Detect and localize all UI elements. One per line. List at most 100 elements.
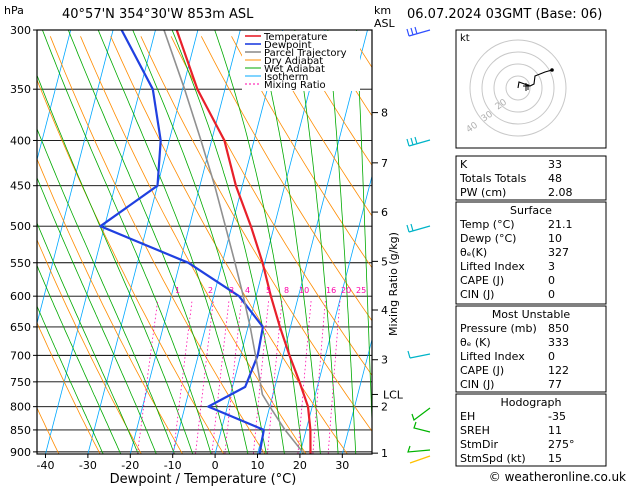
wet-adiabat-line [37, 176, 157, 454]
x-axis-title: Dewpoint / Temperature (°C) [110, 472, 297, 486]
temperature-tick-label: 20 [293, 459, 307, 472]
surface-box [455, 201, 607, 305]
most-unstable-label: θₑ (K) [460, 336, 491, 349]
surface-value: 3 [548, 260, 555, 273]
temperature-tick-label: 0 [212, 459, 219, 472]
dry-adiabat-line [140, 36, 372, 432]
wet-adiabat-line [37, 221, 139, 454]
mixing-ratio-label: 8 [284, 286, 289, 295]
pressure-tick-label: 550 [10, 257, 31, 270]
wind-barb-300 [406, 26, 431, 37]
pressure-tick-label: 750 [10, 376, 31, 389]
mixing-ratio-line [211, 299, 230, 454]
background-lines [37, 30, 372, 454]
hodograph-table-label: EH [460, 410, 475, 423]
km-tick-label: 7 [381, 157, 388, 170]
surface-value: 21.1 [548, 218, 573, 231]
profiles [99, 30, 312, 454]
temperature-tick-label: -20 [121, 459, 139, 472]
hodograph-unit-label: kt [460, 33, 470, 44]
wet-adiabat-line [356, 30, 372, 433]
mixing-ratio-line [327, 299, 341, 454]
mixing-ratio-line [267, 299, 283, 454]
mixing-ratio-labels: 1 2 3 4 5 8 10 16 20 25 [175, 286, 366, 295]
hodograph-table-label: StmSpd (kt) [460, 452, 526, 465]
surface-table: Surface Temp (°C) 21.1 Dewp (°C) 10 θₑ(K… [455, 201, 607, 305]
temperature-tick-label: -40 [36, 459, 54, 472]
isotherm-line [87, 30, 199, 454]
wet-adiabat-line [214, 30, 303, 454]
mixing-ratio-line [297, 299, 312, 454]
km-tick-label: 4 [381, 304, 388, 317]
pressure-tick-label: 800 [10, 401, 31, 414]
temperature-tick-label: -10 [164, 459, 182, 472]
index-value: 2.08 [548, 186, 573, 199]
footer-credit: © weatheronline.co.uk [489, 470, 626, 484]
hodograph-table-value: 275° [548, 438, 575, 451]
asl-unit-label: ASL [374, 17, 396, 30]
legend-label-isotherm: Isotherm [264, 72, 308, 83]
wind-barb-900 [407, 445, 431, 464]
pressure-tick-label: 500 [10, 220, 31, 233]
most-unstable-box [455, 305, 607, 393]
hodograph-table-box [455, 393, 607, 467]
legend-label-wet-adiabat: Wet Adiabat [264, 64, 325, 75]
surface-label: Lifted Index [460, 260, 525, 273]
hodograph-frame [455, 29, 607, 149]
legend-label-parcel: Parcel Trajectory [264, 48, 347, 59]
isotherm-line [45, 30, 156, 454]
legend-label-temperature: Temperature [263, 32, 327, 43]
surface-value: 0 [548, 274, 555, 287]
datetime-title: 06.07.2024 03GMT (Base: 06) [407, 7, 602, 22]
surface-value: 0 [548, 288, 555, 301]
mixing-ratio-label: 16 [326, 286, 336, 295]
surface-label: CAPE (J) [460, 274, 504, 287]
mixing-ratio-label: 4 [245, 286, 250, 295]
km-tick-label: 8 [381, 107, 388, 120]
hodograph-ring [469, 39, 567, 137]
wet-adiabat-line [37, 74, 194, 454]
dry-adiabat-line [291, 36, 372, 167]
surface-label: Temp (°C) [459, 218, 515, 231]
plot-frame [36, 29, 373, 455]
most-unstable-value: 77 [548, 378, 562, 391]
mixing-ratio-label: 25 [356, 286, 366, 295]
temperature-tick-label: -30 [79, 459, 97, 472]
hodograph-table-value: -35 [548, 410, 566, 423]
wet-adiabat-line [171, 30, 285, 454]
km-tick-label: 5 [381, 255, 388, 268]
lcl-label: LCL [383, 389, 404, 402]
pressure-tick-label: 650 [10, 321, 31, 334]
index-value: 48 [548, 172, 562, 185]
isotherm-line [214, 30, 326, 454]
surface-title: Surface [510, 204, 552, 217]
mixing-ratio-line [224, 299, 242, 454]
hodograph-table: Hodograph EH -35 SREH 11 StmDir 275° Stm… [455, 393, 607, 467]
hodograph-trace [517, 69, 553, 89]
hodograph-table-label: StmDir [460, 438, 499, 451]
dry-adiabat-line [37, 321, 101, 454]
wet-adiabat-line [327, 30, 357, 454]
most-unstable-title: Most Unstable [492, 308, 571, 321]
index-label: PW (cm) [460, 186, 506, 199]
surface-label: θₑ(K) [460, 246, 487, 259]
mixing-ratio-axis-label: Mixing Ratio (g/kg) [387, 232, 400, 336]
wet-adiabat-line [97, 30, 249, 454]
pressure-tick-label: 450 [10, 180, 31, 193]
km-tick-label: 6 [381, 206, 388, 219]
dewpoint-profile [99, 30, 265, 454]
mixing-ratio-label: 5 [266, 286, 271, 295]
mixing-ratio-line [312, 299, 326, 454]
wind-barb-400 [406, 136, 431, 147]
mixing-ratio-label: 1 [175, 286, 180, 295]
wind-barb-850 [413, 421, 431, 433]
legend-label-dewpoint: Dewpoint [264, 40, 312, 51]
km-axis: 1 2 3 4 5 6 7 8 [372, 107, 388, 460]
storm-motion-marker [523, 83, 530, 91]
pressure-tick-label: 900 [10, 446, 31, 459]
km-tick-label: 2 [381, 401, 388, 414]
most-unstable-label: Pressure (mb) [460, 322, 537, 335]
mixing-ratio-line [195, 299, 214, 454]
most-unstable-label: CIN (J) [460, 378, 494, 391]
